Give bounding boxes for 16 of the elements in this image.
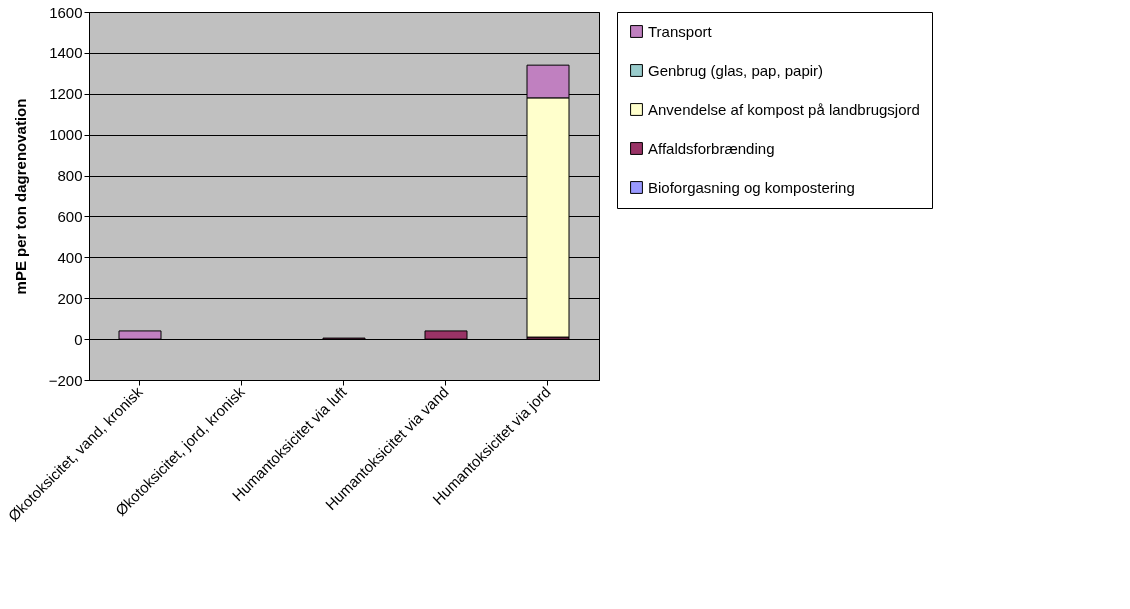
legend-label: Anvendelse af kompost på landbrugsjord xyxy=(648,100,920,118)
y-tick-label: 1400 xyxy=(49,44,83,62)
y-tick-label: 600 xyxy=(57,207,83,225)
y-tick-label: 1200 xyxy=(49,85,83,103)
y-axis-title: mPE per ton dagrenovation xyxy=(11,98,29,295)
y-tick-label: 400 xyxy=(57,248,83,266)
legend-label: Bioforgasning og kompostering xyxy=(648,178,855,196)
y-tick-label: 1000 xyxy=(49,126,83,144)
y-tick-label: 200 xyxy=(57,289,83,307)
y-tick-label: 1600 xyxy=(49,3,83,21)
legend-label: Affaldsforbrænding xyxy=(648,139,775,157)
legend-label: Transport xyxy=(648,22,713,40)
legend-label: Genbrug (glas, pap, papir) xyxy=(648,61,824,79)
y-tick-label: 800 xyxy=(57,167,83,185)
y-tick-label: 0 xyxy=(74,330,83,348)
y-tick-label: −200 xyxy=(48,371,83,389)
